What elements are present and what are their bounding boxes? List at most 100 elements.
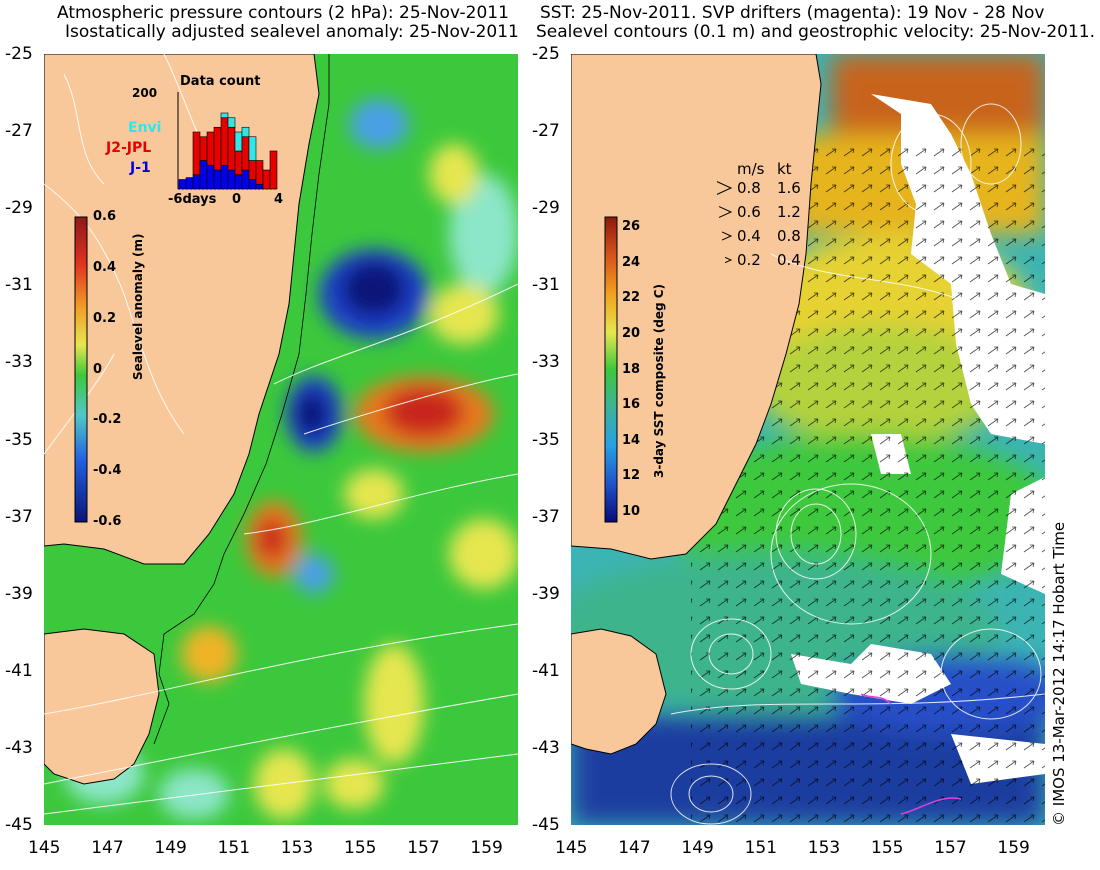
y-tick-label: -37 — [532, 506, 560, 527]
inset-bar-red — [262, 169, 271, 190]
inset-bar-red — [199, 136, 208, 161]
inset-bar-red — [255, 160, 264, 185]
x-tick-label: 159 — [997, 838, 1030, 858]
left-title-line2: Isostatically adjusted sealevel anomaly:… — [65, 22, 519, 42]
velocity-legend-kt: 0.4 — [777, 251, 801, 269]
colorbar-tick-label: 18 — [622, 361, 641, 377]
x-tick-label: 149 — [681, 838, 714, 858]
drifter-track — [900, 797, 962, 815]
tasmania-landmass — [44, 628, 160, 785]
inset-legend-item: J-1 — [130, 160, 151, 176]
sealevel-anomaly-field — [64, 99, 518, 819]
velocity-legend-kt: 1.6 — [777, 179, 801, 197]
y-tick-label: -45 — [5, 815, 33, 835]
colorbar-tick-label: -0.6 — [93, 514, 122, 529]
inset-bar-blue — [199, 160, 208, 190]
velocity-arrow-icon — [724, 256, 733, 264]
inset-bar-red — [192, 131, 201, 176]
x-tick-label: 147 — [91, 838, 124, 858]
y-tick-label: -31 — [532, 275, 560, 296]
colorbar-tick-label: 14 — [622, 432, 641, 448]
tasmania-landmass-right — [571, 628, 667, 755]
colorbar-tick-label: 0.4 — [93, 259, 117, 275]
x-tick-label: 145 — [555, 838, 588, 858]
sealevel-colorbar — [74, 216, 88, 523]
y-tick-label: -35 — [5, 429, 33, 450]
x-tick-label: 157 — [934, 838, 967, 858]
inset-x-label: 0 — [232, 192, 242, 207]
colorbar-tick-label: -0.2 — [93, 412, 122, 428]
x-tick-label: 159 — [470, 838, 503, 858]
y-tick-label: -27 — [5, 121, 33, 142]
y-tick-label: -29 — [532, 198, 560, 219]
inset-bar-blue — [213, 169, 222, 190]
x-tick-label: 155 — [344, 838, 377, 858]
y-tick-label: -41 — [5, 660, 33, 681]
inset-bar-blue — [206, 164, 215, 190]
inset-bar-blue — [220, 164, 229, 190]
inset-legend-item: J2-JPL — [106, 140, 152, 156]
velocity-legend-ms: 0.4 — [737, 227, 761, 245]
velocity-legend-ms: 0.6 — [737, 203, 761, 221]
velocity-legend-kt: 1.2 — [777, 203, 801, 221]
colorbar-tick-label: 12 — [622, 468, 641, 484]
inset-bar-blue — [234, 174, 243, 190]
x-tick-label: 149 — [154, 838, 187, 858]
inset-bar-red — [248, 160, 257, 180]
colorbar-tick-label: 20 — [622, 325, 641, 341]
colorbar-tick-label: 16 — [622, 397, 641, 413]
inset-x-label: -6days — [168, 192, 217, 207]
shelf-contour — [153, 54, 330, 745]
y-tick-label: -31 — [5, 275, 33, 296]
x-tick-label: 153 — [280, 838, 314, 858]
velocity-legend-ms: 0.8 — [737, 179, 761, 197]
sealevel-contours — [670, 103, 1045, 825]
inset-bar-blue — [185, 177, 194, 190]
y-tick-label: -41 — [532, 660, 560, 681]
inset-bar-blue — [227, 169, 236, 190]
x-tick-label: 151 — [217, 838, 251, 858]
inset-bar-red — [220, 117, 229, 166]
colorbar-tick-label: 22 — [622, 290, 641, 306]
y-tick-label: -25 — [532, 44, 560, 64]
inset-bar-blue — [192, 174, 201, 190]
right-map-panel — [571, 54, 1045, 825]
x-tick-label: 145 — [28, 838, 61, 858]
inset-bar-red — [241, 136, 250, 171]
inset-bar-blue — [255, 183, 264, 190]
x-tick-label: 155 — [871, 838, 904, 858]
y-tick-label: -43 — [5, 737, 33, 758]
colorbar-tick-label: 0.2 — [93, 310, 117, 326]
y-tick-label: -37 — [5, 506, 33, 527]
inset-bar-blue — [178, 179, 187, 190]
y-tick-label: -35 — [532, 429, 560, 450]
colorbar-tick-label: 10 — [622, 504, 641, 519]
velocity-legend-ms: 0.2 — [737, 251, 761, 269]
drifter-track — [860, 693, 892, 705]
y-tick-label: -39 — [532, 583, 560, 604]
left-title-line1: Atmospheric pressure contours (2 hPa): 2… — [57, 3, 509, 23]
inset-legend-item: Envi — [128, 120, 162, 136]
sealevel-colorbar-label: Sealevel anomaly (m) — [131, 233, 145, 380]
inset-x-label: 4 — [274, 192, 284, 207]
australia-landmass-right — [571, 54, 822, 560]
inset-bar-cyan — [227, 117, 236, 128]
colorbar-tick-label: 0 — [93, 361, 103, 377]
inset-title: Data count — [180, 74, 261, 89]
colorbar-tick-label: 0.6 — [93, 209, 117, 224]
inset-bar-red — [234, 150, 243, 176]
sst-colorbar-label: 3-day SST composite (deg C) — [652, 283, 666, 478]
right-title-line2: Sealevel contours (0.1 m) and geostrophi… — [536, 22, 1096, 42]
y-tick-label: -25 — [5, 44, 33, 64]
x-tick-label: 151 — [744, 838, 778, 858]
x-tick-label: 147 — [618, 838, 651, 858]
inset-bar-red — [269, 150, 278, 190]
inset-ymax-label: 200 — [132, 86, 158, 100]
sst-colorbar — [604, 216, 618, 523]
x-tick-label: 157 — [407, 838, 440, 858]
inset-bar-cyan — [248, 136, 257, 161]
velocity-legend-header-ms: m/s — [737, 160, 765, 178]
colorbar-tick-label: 26 — [622, 219, 641, 234]
inset-bar-cyan — [234, 131, 243, 152]
velocity-arrow-icon — [721, 231, 733, 241]
